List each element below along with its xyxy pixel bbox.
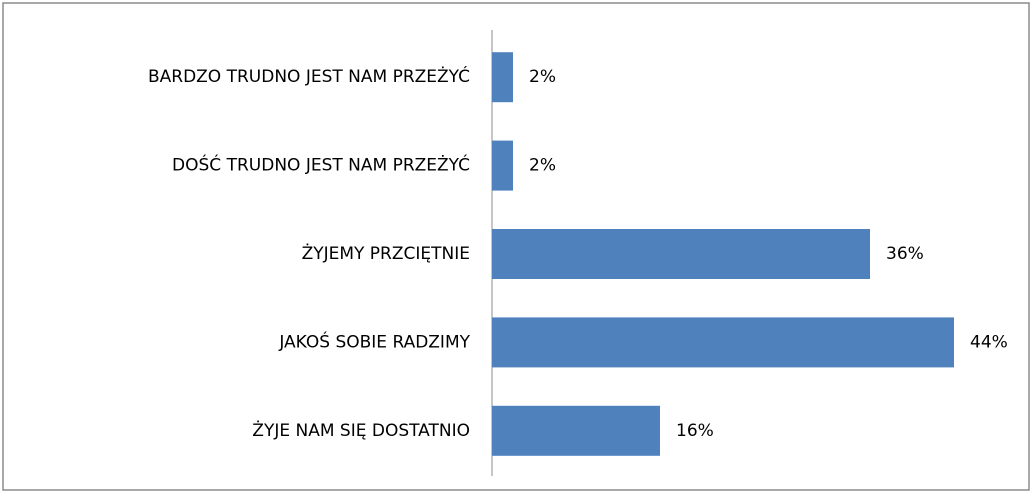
bar: [492, 52, 513, 103]
category-label: JAKOŚ SOBIE RADZIMY: [278, 330, 470, 352]
bar: [492, 405, 660, 456]
data-label: 2%: [529, 67, 556, 87]
category-label: BARDZO TRUDNO JEST NAM PRZEŻYĆ: [148, 65, 470, 87]
category-label: ŻYJE NAM SIĘ DOSTATNIO: [252, 420, 470, 441]
bar: [492, 317, 954, 368]
data-label: 36%: [886, 244, 924, 264]
category-label: DOŚĆ TRUDNO JEST NAM PRZEŻYĆ: [172, 154, 470, 176]
bar: [492, 140, 513, 191]
category-label: ŻYJEMY PRZCIĘTNIE: [302, 243, 470, 264]
data-label: 2%: [529, 156, 556, 176]
data-label: 16%: [676, 421, 714, 441]
data-label: 44%: [970, 332, 1008, 352]
bar: [492, 229, 870, 279]
